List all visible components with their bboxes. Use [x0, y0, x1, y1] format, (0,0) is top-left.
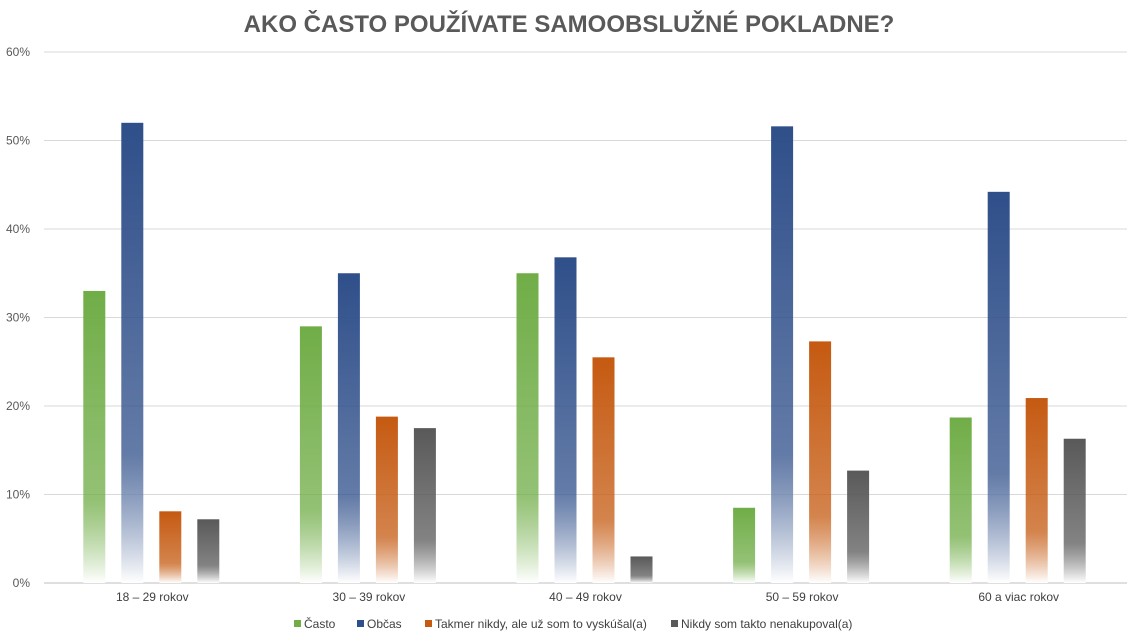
y-axis-ticks: 0% 10% 20% 30% 40% 50% 60%: [6, 45, 30, 590]
chart-title: AKO ČASTO POUŽÍVATE SAMOOBSLUŽNÉ POKLADN…: [244, 10, 895, 38]
legend-swatch: [425, 620, 432, 627]
bar: [83, 290, 106, 583]
x-category-label: 40 – 49 rokov: [549, 590, 622, 604]
bar: [299, 326, 322, 583]
y-tick-label: 40%: [6, 222, 30, 236]
bar: [337, 273, 360, 583]
y-tick-label: 30%: [6, 311, 30, 325]
y-tick-label: 20%: [6, 399, 30, 413]
bar: [197, 519, 220, 583]
bar: [375, 416, 398, 583]
x-axis-categories: 18 – 29 rokov 30 – 39 rokov 40 – 49 rokov 5…: [116, 590, 1059, 604]
bar: [847, 470, 870, 583]
legend: Často Občas Takmer nikdy, ale už som to vy…: [294, 616, 852, 631]
bar: [554, 257, 577, 583]
bar: [159, 511, 182, 583]
y-tick-label: 50%: [6, 134, 30, 148]
bar: [1025, 398, 1048, 583]
x-category-label: 60 a viac rokov: [978, 590, 1059, 604]
bar: [516, 273, 539, 583]
bar: [592, 357, 615, 583]
bar: [771, 126, 794, 583]
bar: [1063, 438, 1086, 583]
legend-label: Často: [304, 616, 336, 631]
y-tick-label: 0%: [13, 576, 31, 590]
y-tick-label: 60%: [6, 45, 30, 59]
x-category-label: 30 – 39 rokov: [333, 590, 406, 604]
legend-swatch: [671, 620, 678, 627]
bar: [630, 556, 653, 583]
gridlines: [44, 51, 1127, 584]
bar: [949, 417, 972, 583]
legend-swatch: [294, 620, 301, 627]
legend-swatch: [357, 620, 364, 627]
bar: [809, 341, 832, 583]
y-tick-label: 10%: [6, 488, 30, 502]
bars: [83, 122, 1086, 584]
legend-label: Občas: [367, 617, 402, 631]
bar: [121, 122, 144, 584]
legend-label: Nikdy som takto nenakupoval(a): [681, 617, 852, 631]
x-category-label: 18 – 29 rokov: [116, 590, 189, 604]
bar: [987, 191, 1010, 583]
legend-label: Takmer nikdy, ale už som to vyskúšal(a): [435, 617, 647, 631]
x-category-label: 50 – 59 rokov: [766, 590, 839, 604]
bar: [733, 507, 756, 583]
bar: [413, 428, 436, 583]
